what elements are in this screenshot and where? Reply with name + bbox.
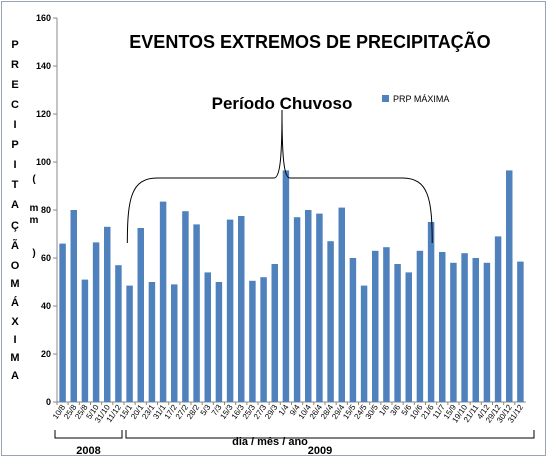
bar bbox=[238, 216, 245, 402]
y-label-char: M bbox=[10, 352, 19, 364]
bar bbox=[416, 250, 424, 402]
bar bbox=[182, 211, 189, 402]
bar bbox=[517, 261, 524, 402]
y-unit-char: ( bbox=[32, 174, 36, 185]
y-tick-labels: 0 20 40 60 80 100 120 140 160 bbox=[36, 13, 57, 407]
bar bbox=[148, 282, 156, 402]
bar bbox=[171, 284, 178, 402]
bar bbox=[282, 170, 290, 402]
rainy-period-brace bbox=[126, 109, 433, 244]
y-label-char: M bbox=[10, 278, 19, 290]
y-label-char: Á bbox=[11, 296, 19, 309]
bar bbox=[338, 207, 345, 402]
year-label-2008: 2008 bbox=[76, 445, 100, 457]
bar bbox=[137, 228, 144, 402]
bar bbox=[293, 217, 301, 402]
bar bbox=[372, 250, 379, 402]
bar bbox=[327, 241, 334, 402]
bar bbox=[193, 224, 200, 402]
bar bbox=[59, 243, 66, 402]
y-label-char: E bbox=[11, 79, 18, 91]
y-label-char: P bbox=[11, 139, 18, 151]
bar bbox=[115, 265, 122, 402]
bar bbox=[383, 247, 390, 402]
y-label-char: I bbox=[13, 334, 16, 346]
y-label-char: T bbox=[12, 179, 19, 191]
y-tick-label: 80 bbox=[41, 205, 51, 215]
y-tick-label: 140 bbox=[36, 61, 51, 71]
bar bbox=[427, 222, 435, 402]
brace-path bbox=[126, 109, 433, 244]
rainy-period-annotation: Período Chuvoso bbox=[212, 94, 353, 113]
bar bbox=[360, 285, 368, 402]
bar bbox=[104, 226, 111, 402]
y-label-char: X bbox=[11, 316, 19, 328]
y-label-char: P bbox=[11, 39, 18, 51]
bar bbox=[215, 282, 223, 402]
y-tick-label: 0 bbox=[46, 397, 51, 407]
bar bbox=[159, 201, 167, 402]
bar bbox=[349, 258, 357, 402]
y-label-char: Ç bbox=[11, 220, 19, 232]
legend-label: PRP MÁXIMA bbox=[393, 94, 449, 104]
y-label-char: I bbox=[13, 159, 16, 171]
y-label-char: Ã bbox=[11, 239, 19, 252]
y-label-char: O bbox=[11, 260, 20, 272]
bar bbox=[506, 170, 513, 402]
y-tick-label: 40 bbox=[41, 301, 51, 311]
legend: PRP MÁXIMA bbox=[382, 94, 449, 104]
bar bbox=[126, 285, 133, 402]
bar bbox=[92, 242, 100, 402]
bar bbox=[249, 280, 256, 402]
bar bbox=[472, 258, 479, 402]
bar bbox=[260, 277, 267, 402]
bar bbox=[394, 264, 401, 402]
bar-series bbox=[59, 170, 524, 402]
bar bbox=[316, 213, 323, 402]
bar bbox=[226, 219, 234, 402]
y-tick-label: 60 bbox=[41, 253, 51, 263]
bar bbox=[439, 252, 446, 402]
y-unit-char: m bbox=[30, 215, 39, 226]
y-tick-label: 100 bbox=[36, 157, 51, 167]
y-tick-label: 160 bbox=[36, 13, 51, 23]
legend-swatch bbox=[382, 95, 389, 102]
year-label-2009: 2009 bbox=[308, 445, 332, 457]
bar bbox=[305, 210, 312, 402]
y-axis-unit-label: ( mm) bbox=[30, 174, 39, 259]
bar bbox=[461, 253, 468, 402]
x-axis-title: dia / mês / ano bbox=[232, 436, 308, 448]
x-tick-labels: 10/825/825/85/1031/1011/1215/120/123/131… bbox=[51, 402, 525, 425]
y-label-char: C bbox=[11, 99, 19, 111]
bar bbox=[405, 272, 412, 402]
y-label-char: R bbox=[11, 59, 19, 71]
year-bracket bbox=[54, 430, 123, 439]
year-brackets: 2008 2009 bbox=[54, 430, 535, 457]
bar bbox=[70, 210, 77, 402]
y-unit-char: ) bbox=[32, 248, 35, 259]
bar bbox=[271, 264, 278, 402]
year-bracket bbox=[125, 430, 535, 439]
y-label-char: A bbox=[11, 370, 19, 382]
y-label-char: A bbox=[11, 199, 19, 211]
y-unit-char: m bbox=[30, 203, 39, 214]
y-tick-label: 20 bbox=[41, 349, 51, 359]
y-tick-label: 120 bbox=[36, 109, 51, 119]
bar bbox=[450, 262, 457, 402]
bar bbox=[204, 272, 211, 402]
y-label-char: I bbox=[13, 119, 16, 131]
bar bbox=[81, 279, 89, 402]
bar bbox=[483, 262, 491, 402]
bar bbox=[494, 236, 502, 402]
chart-title: EVENTOS EXTREMOS DE PRECIPITAÇÃO bbox=[129, 31, 490, 52]
